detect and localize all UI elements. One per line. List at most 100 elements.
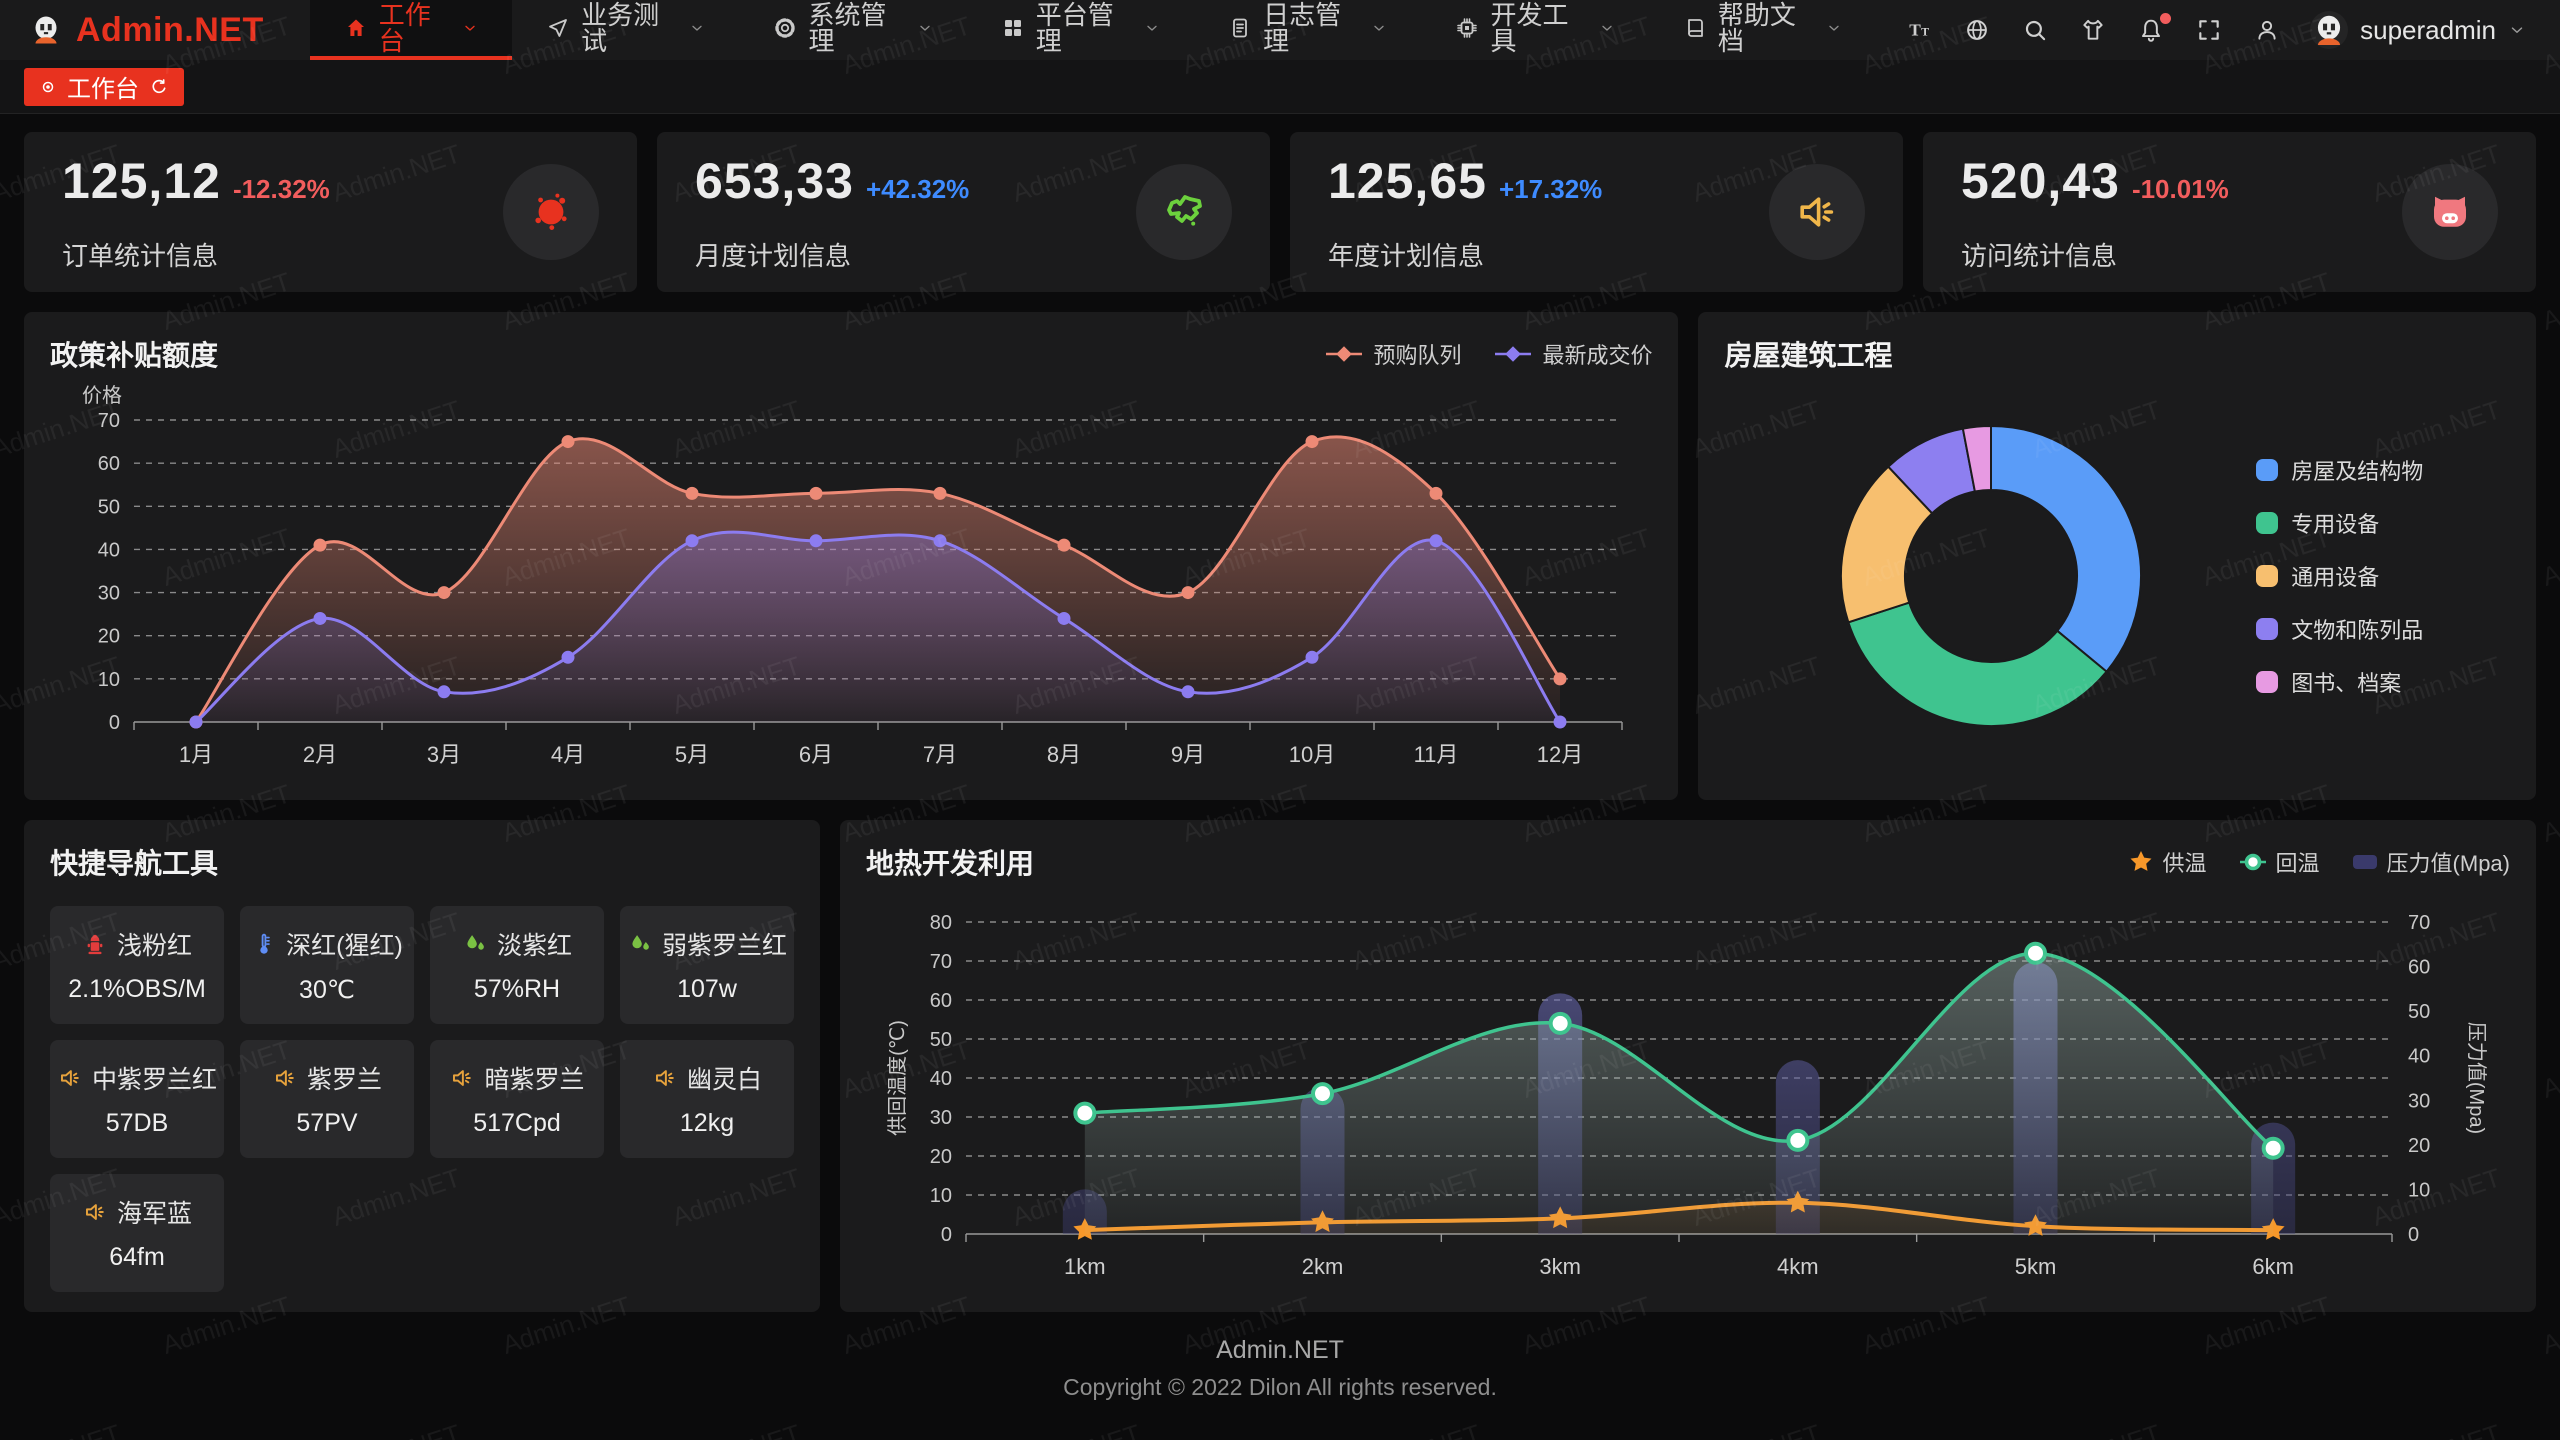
svg-text:2月: 2月: [303, 742, 337, 767]
svg-text:12月: 12月: [1537, 742, 1583, 767]
svg-text:1月: 1月: [179, 742, 213, 767]
legend-item[interactable]: 最新成交价: [1493, 338, 1652, 370]
svg-text:T: T: [1921, 24, 1929, 38]
nav-item-label: 帮助文档: [1717, 0, 1796, 56]
nav-item-book[interactable]: 帮助文档: [1649, 0, 1876, 60]
svg-text:80: 80: [930, 912, 952, 934]
grid-icon: [1001, 16, 1025, 40]
svg-text:6月: 6月: [799, 742, 833, 767]
quick-nav-tile[interactable]: 淡紫红 57%RH: [430, 906, 604, 1024]
svg-text:9月: 9月: [1171, 742, 1205, 767]
panel-title: 地热开发利用: [866, 848, 1035, 879]
svg-text:20: 20: [2408, 1135, 2430, 1157]
svg-text:4km: 4km: [1777, 1254, 1819, 1279]
housing-donut-chart[interactable]: [1811, 396, 2171, 756]
nav-item-label: 业务测试: [581, 0, 660, 56]
tile-name: 中紫罗兰红: [91, 1066, 217, 1094]
logo-mascot-icon: [28, 12, 64, 48]
quick-nav-tile[interactable]: 幽灵白 12kg: [620, 1040, 794, 1158]
profile-icon[interactable]: [2254, 17, 2280, 43]
thermometer-icon: [251, 931, 277, 957]
quick-nav-tile[interactable]: 弱紫罗兰红 107w: [620, 906, 794, 1024]
tile-value: 517Cpd: [473, 1109, 561, 1137]
logo-text: Admin.NET: [76, 10, 264, 49]
stat-card: 125,12 -12.32% 订单统计信息: [24, 132, 637, 292]
legend-line-diamond-marker: [1495, 346, 1532, 362]
send-icon: [546, 16, 570, 40]
tab-workbench[interactable]: 工作台: [24, 67, 184, 106]
logo[interactable]: Admin.NET: [28, 0, 310, 60]
svg-text:价格: 价格: [82, 384, 122, 407]
policy-subsidy-line-chart[interactable]: 0 10 20 30 40 50 60 70 价格 1月 2月 3月 4月 5月 6月 7月 8月 9月 10月 11…: [50, 374, 1652, 778]
quick-nav-tile[interactable]: 中紫罗兰红 57DB: [50, 1040, 224, 1158]
refresh-icon[interactable]: [149, 77, 169, 97]
humidity-icon: [462, 931, 488, 957]
nav-item-send[interactable]: 业务测试: [512, 0, 739, 60]
stat-label: 年度计划信息: [1328, 240, 1485, 271]
donut-legend: 房屋及结构物 专用设备通用设备文物和陈列品图书、档案: [2256, 454, 2423, 698]
legend-label: 专用设备: [2291, 512, 2380, 537]
svg-text:10月: 10月: [1289, 742, 1335, 767]
quick-nav-tile[interactable]: 深红(猩红) 30℃: [240, 906, 414, 1024]
nav-item-label: 系统管理: [808, 0, 887, 56]
svg-text:3km: 3km: [1539, 1254, 1581, 1279]
quick-nav-tile[interactable]: 紫罗兰 57PV: [240, 1040, 414, 1158]
nav-item-chip[interactable]: 开发工具: [1421, 0, 1648, 60]
tile-name: 暗紫罗兰: [484, 1066, 585, 1094]
svg-text:20: 20: [98, 626, 120, 648]
svg-text:60: 60: [2408, 957, 2430, 979]
humidity-icon: [627, 931, 653, 957]
search-icon[interactable]: [2022, 17, 2048, 43]
legend-item[interactable]: 回温: [2239, 846, 2320, 878]
stat-value: 653,33: [695, 152, 854, 209]
donut-legend-item[interactable]: 专用设备: [2256, 507, 2423, 539]
svg-text:供回温度(℃): 供回温度(℃): [886, 1020, 909, 1136]
stat-label: 访问统计信息: [1961, 240, 2118, 271]
donut-legend-item[interactable]: 图书、档案: [2256, 666, 2423, 698]
tile-name: 淡紫红: [496, 932, 572, 960]
legend-item[interactable]: 压力值(Mpa): [2352, 846, 2510, 878]
theme-icon[interactable]: [2080, 17, 2106, 43]
tab-bar: 工作台: [0, 60, 2560, 114]
donut-chart-area: 房屋及结构物 专用设备通用设备文物和陈列品图书、档案: [1724, 374, 2510, 778]
charts-row: 政策补贴额度 预购队列 最新成交价 0 10 20 30 40 50 60 70 价格 1月 2月 3…: [24, 312, 2536, 800]
nav-item-home[interactable]: 工作台: [309, 0, 513, 60]
legend-label: 房屋及结构物: [2291, 459, 2424, 484]
tab-label: 工作台: [67, 76, 139, 103]
speaker-icon: [272, 1065, 298, 1091]
footer: Admin.NET Copyright © 2022 Dilon All rig…: [24, 1336, 2536, 1413]
nav-item-grid[interactable]: 平台管理: [967, 0, 1194, 60]
donut-legend-item[interactable]: 文物和陈列品: [2256, 613, 2423, 645]
quick-nav-tile[interactable]: 浅粉红 2.1%OBS/M: [50, 906, 224, 1024]
user-menu[interactable]: superadmin: [2310, 0, 2560, 60]
panel-quick-nav: 快捷导航工具 浅粉红 2.1%OBS/M 深红(猩红) 30℃ 淡紫红 57%RH 弱紫罗兰…: [24, 820, 820, 1312]
legend-label: 回温: [2275, 851, 2320, 876]
svg-text:0: 0: [109, 712, 120, 734]
language-icon[interactable]: [1964, 17, 1990, 43]
svg-text:10: 10: [2408, 1179, 2430, 1201]
svg-text:20: 20: [930, 1146, 952, 1168]
quick-nav-tile[interactable]: 海军蓝 64fm: [50, 1174, 224, 1292]
nav-item-gear[interactable]: 系统管理: [739, 0, 966, 60]
fullscreen-icon[interactable]: [2196, 17, 2222, 43]
donut-legend-item[interactable]: 通用设备: [2256, 560, 2423, 592]
svg-text:压力值(Mpa): 压力值(Mpa): [2465, 1022, 2488, 1134]
legend-item[interactable]: 预购队列: [1324, 338, 1461, 370]
stat-text: 125,12 -12.32% 订单统计信息: [62, 152, 330, 273]
legend-item[interactable]: 供温: [2128, 846, 2207, 878]
user-name: superadmin: [2360, 14, 2496, 45]
svg-text:70: 70: [930, 951, 952, 973]
watermark-text: Admin.NET: [1688, 1418, 1824, 1440]
svg-text:70: 70: [98, 410, 120, 432]
legend-label: 文物和陈列品: [2291, 618, 2424, 643]
donut-legend-item[interactable]: 房屋及结构物: [2256, 454, 2423, 486]
quick-nav-tile[interactable]: 暗紫罗兰 517Cpd: [430, 1040, 604, 1158]
svg-text:5月: 5月: [675, 742, 709, 767]
svg-text:40: 40: [2408, 1046, 2430, 1068]
geothermal-mixed-chart[interactable]: 0 10 20 30 40 50 60 70 80 0 10 20 30 40 50 60 70 1km 2km 3k…: [866, 882, 2510, 1290]
nav-item-document[interactable]: 日志管理: [1194, 0, 1421, 60]
stat-delta: +17.32%: [1498, 173, 1603, 204]
notification-icon[interactable]: [2138, 13, 2172, 43]
legend-label: 最新成交价: [1542, 343, 1653, 368]
